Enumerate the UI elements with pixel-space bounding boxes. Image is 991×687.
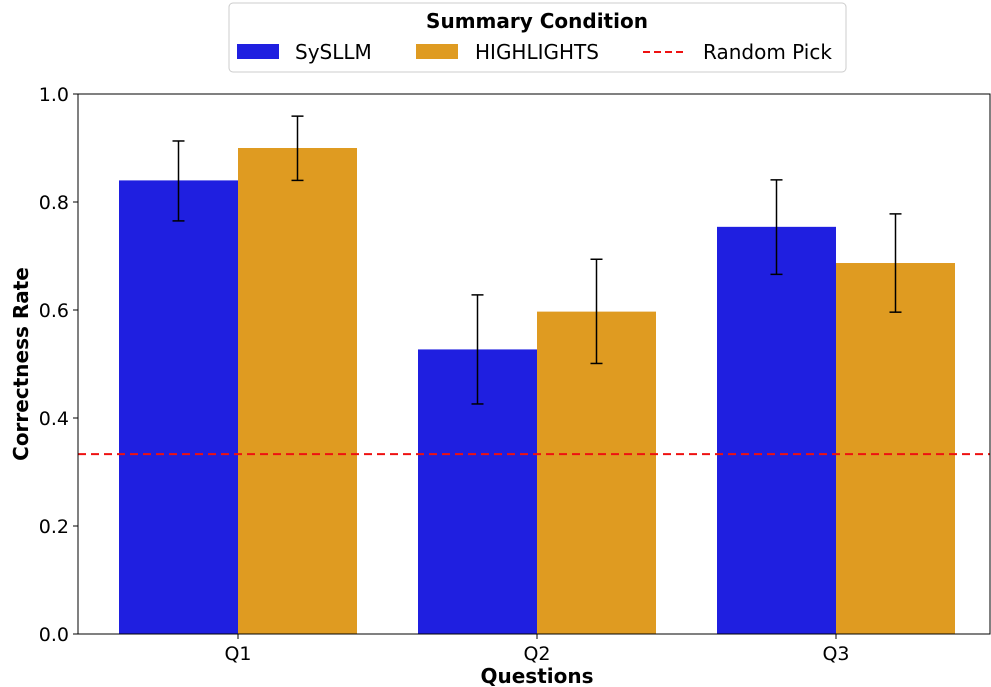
error-bar-sysllm-q2 bbox=[471, 294, 484, 405]
legend-swatch-sysllm bbox=[237, 44, 279, 59]
legend: Summary Condition SySLLM HIGHLIGHTS Rand… bbox=[228, 2, 847, 73]
error-bar-highlights-q3 bbox=[889, 213, 902, 313]
x-axis-title: Questions bbox=[480, 664, 593, 687]
error-bar-sysllm-q3 bbox=[770, 179, 783, 276]
bars-layer bbox=[119, 148, 955, 634]
y-tick-label-1.0: 1.0 bbox=[39, 84, 69, 106]
legend-frame bbox=[228, 2, 847, 73]
bar-sysllm-q1 bbox=[119, 180, 238, 634]
error-bar-highlights-q2 bbox=[590, 258, 603, 365]
y-tick-label-0.6: 0.6 bbox=[39, 300, 69, 322]
y-tick-label-0.2: 0.2 bbox=[39, 516, 69, 538]
legend-title: Summary Condition bbox=[426, 9, 648, 33]
legend-label-sysllm: SySLLM bbox=[295, 40, 372, 64]
bar-highlights-q2 bbox=[537, 311, 656, 634]
y-tick-label-0.4: 0.4 bbox=[39, 408, 69, 430]
error-bars-layer bbox=[172, 115, 902, 405]
error-bar-highlights-q1 bbox=[291, 115, 304, 182]
axes-layer: Q1 Q2 Q3 0.0 0.2 0.4 0.6 0.8 1.0 bbox=[39, 84, 991, 665]
error-bar-sysllm-q1 bbox=[172, 140, 185, 222]
bar-highlights-q3 bbox=[836, 263, 955, 634]
x-tick-label-q3: Q3 bbox=[822, 643, 849, 665]
x-tick-label-q2: Q2 bbox=[523, 643, 550, 665]
legend-label-random-pick: Random Pick bbox=[703, 40, 832, 64]
bar-highlights-q1 bbox=[238, 148, 357, 634]
legend-swatch-highlights bbox=[416, 44, 458, 59]
y-axis-title: Correctness Rate bbox=[9, 267, 33, 461]
x-tick-label-q1: Q1 bbox=[224, 643, 251, 665]
legend-label-highlights: HIGHLIGHTS bbox=[475, 40, 599, 64]
y-tick-label-0.0: 0.0 bbox=[39, 624, 69, 646]
y-tick-label-0.8: 0.8 bbox=[39, 192, 69, 214]
bar-sysllm-q3 bbox=[717, 226, 836, 634]
plot-frame bbox=[77, 93, 991, 635]
